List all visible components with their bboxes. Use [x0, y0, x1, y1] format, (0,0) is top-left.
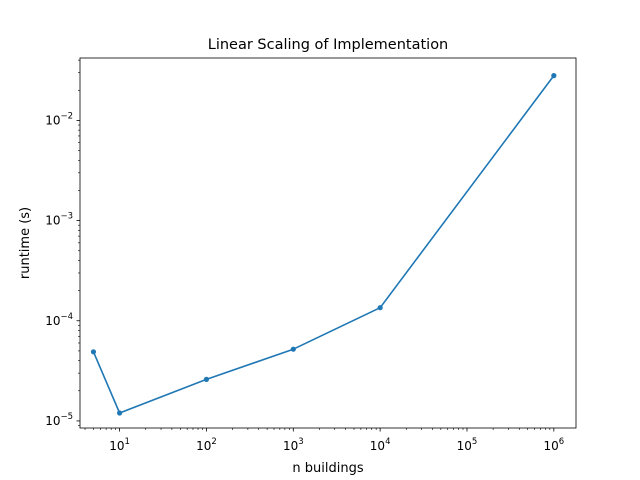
data-point [116, 410, 123, 416]
data-point [290, 346, 296, 352]
series-line [92, 75, 555, 414]
data-point [377, 305, 383, 311]
y-tick-label: 10−4 [45, 312, 73, 328]
x-major-ticks: 101 102 103 104 105 106 [109, 428, 564, 453]
y-tick-label: 10−3 [45, 212, 73, 228]
x-tick-label: 106 [543, 437, 564, 453]
series-group [90, 73, 557, 416]
x-tick-label: 105 [457, 437, 478, 453]
data-point [203, 376, 210, 382]
data-point [551, 73, 557, 79]
y-axis-label: runtime (s) [18, 207, 33, 279]
plot-area-frame [79, 57, 577, 429]
x-tick-label: 102 [196, 437, 217, 453]
data-point [90, 349, 97, 355]
y-tick-label: 10−2 [45, 111, 73, 127]
y-tick-label: 10−5 [45, 412, 73, 428]
x-tick-label: 104 [370, 437, 391, 453]
x-tick-label: 103 [283, 437, 304, 453]
x-axis-label: n buildings [292, 461, 363, 476]
x-tick-label: 101 [109, 437, 130, 453]
y-major-ticks: 10−5 10−4 10−3 10−2 [45, 111, 80, 428]
chart-title: Linear Scaling of Implementation [208, 37, 449, 53]
